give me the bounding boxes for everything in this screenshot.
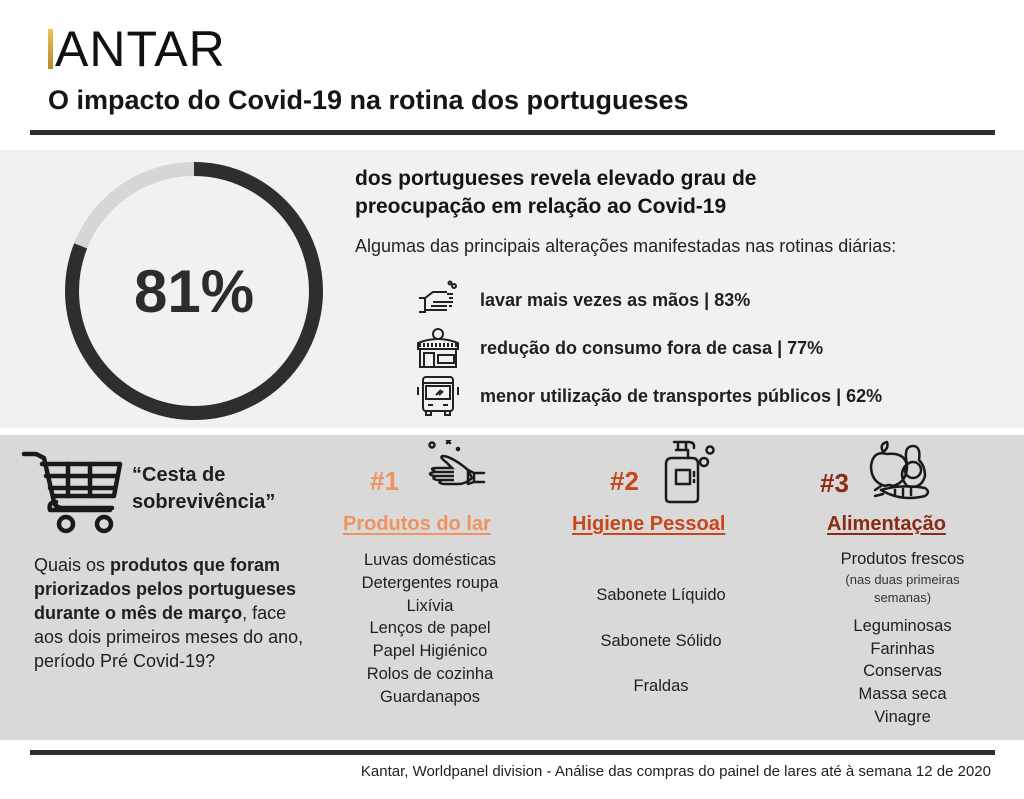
concern-percent: 81%: [133, 257, 255, 325]
category-item: Guardanapos: [380, 687, 480, 706]
category-rank: #3: [820, 468, 849, 498]
change-item: lavar mais vezes as mãos | 83%: [416, 276, 882, 324]
top-divider: [30, 130, 995, 135]
change-label: lavar mais vezes as mãos | 83%: [480, 289, 751, 310]
bus-icon: [416, 375, 460, 417]
category-item: Fraldas: [633, 677, 689, 695]
category-item: Conservas: [863, 662, 942, 681]
fresh-products-note: (nas duas primeiras: [845, 571, 960, 587]
page-title: O impacto do Covid-19 na rotina dos port…: [48, 85, 689, 115]
category-name: Higiene Pessoal: [572, 513, 726, 535]
category-item: Luvas domésticas: [363, 551, 497, 569]
change-label: redução do consumo fora de casa | 77%: [480, 337, 824, 358]
category-rank: #2: [610, 466, 639, 496]
hand-washing-icon: [416, 279, 460, 321]
concern-section: [0, 150, 1024, 428]
concern-headline: dos portugueses revela elevado grau de p…: [355, 167, 757, 218]
kantar-logo: ANTAR: [48, 24, 226, 74]
category-items: Produtos frescos (nas duas primeiras sem…: [815, 548, 990, 729]
category-item: Detergentes roupa: [361, 573, 499, 592]
category-items: Luvas domésticas Detergentes roupa Lixív…: [340, 549, 520, 709]
category-item: Farinhas: [870, 639, 935, 658]
question-text: , face aos dois primeiros meses do ano, …: [34, 603, 304, 671]
survival-basket-section: [0, 435, 1024, 740]
fresh-products-note: semanas): [873, 589, 932, 605]
fresh-products-label: Produtos frescos: [840, 550, 965, 568]
basket-title-line: “Cesta de: [132, 464, 226, 486]
change-label: menor utilização de transportes públicos…: [480, 385, 883, 406]
soap-dispenser-icon: [664, 440, 715, 504]
ring-progress: [65, 162, 323, 420]
category-item: Lenços de papel: [369, 619, 491, 638]
change-item: redução do consumo fora de casa | 77%: [416, 324, 882, 372]
category-items: Sabonete Líquido Sabonete Sólido Fraldas: [565, 573, 757, 710]
category-item: Lixívia: [406, 596, 454, 615]
basket-question: Quais os produtos que foram priorizados …: [34, 553, 304, 673]
category-item: Sabonete Sólido: [600, 631, 722, 650]
concern-ring-chart: [65, 162, 323, 420]
glove-icon: [428, 440, 486, 486]
basket-title: “Cesta de sobrevivência”: [132, 462, 275, 516]
category-item: Leguminosas: [853, 616, 952, 635]
category-rank: #1: [370, 466, 399, 496]
source-footnote: Kantar, Worldpanel division - Análise da…: [360, 763, 991, 780]
question-emphasis: produtos que foram priorizados pelos por…: [34, 555, 297, 623]
category-item: Sabonete Líquido: [596, 586, 726, 604]
category-name: Alimentação: [827, 513, 946, 535]
routine-changes-list: lavar mais vezes as mãos | 83% redução d…: [416, 276, 882, 420]
category-name: Produtos do lar: [343, 513, 491, 535]
shopping-cart-icon: [21, 451, 123, 534]
logo-text: ANTAR: [55, 21, 226, 77]
question-text: Quais os: [34, 555, 111, 575]
storefront-icon: [416, 327, 460, 369]
bottom-divider: [30, 750, 995, 755]
changes-subheadline: Algumas das principais alterações manife…: [355, 236, 897, 256]
category-item: Massa seca: [858, 685, 947, 704]
category-item: Papel Higiénico: [372, 642, 488, 661]
category-item: Vinagre: [874, 707, 931, 726]
category-item: Rolos de cozinha: [366, 664, 494, 683]
change-item: menor utilização de transportes públicos…: [416, 372, 882, 420]
logo-accent-bar: [48, 29, 53, 69]
fruits-vegetables-icon: [869, 440, 930, 500]
basket-title-line: sobrevivência”: [132, 491, 276, 513]
